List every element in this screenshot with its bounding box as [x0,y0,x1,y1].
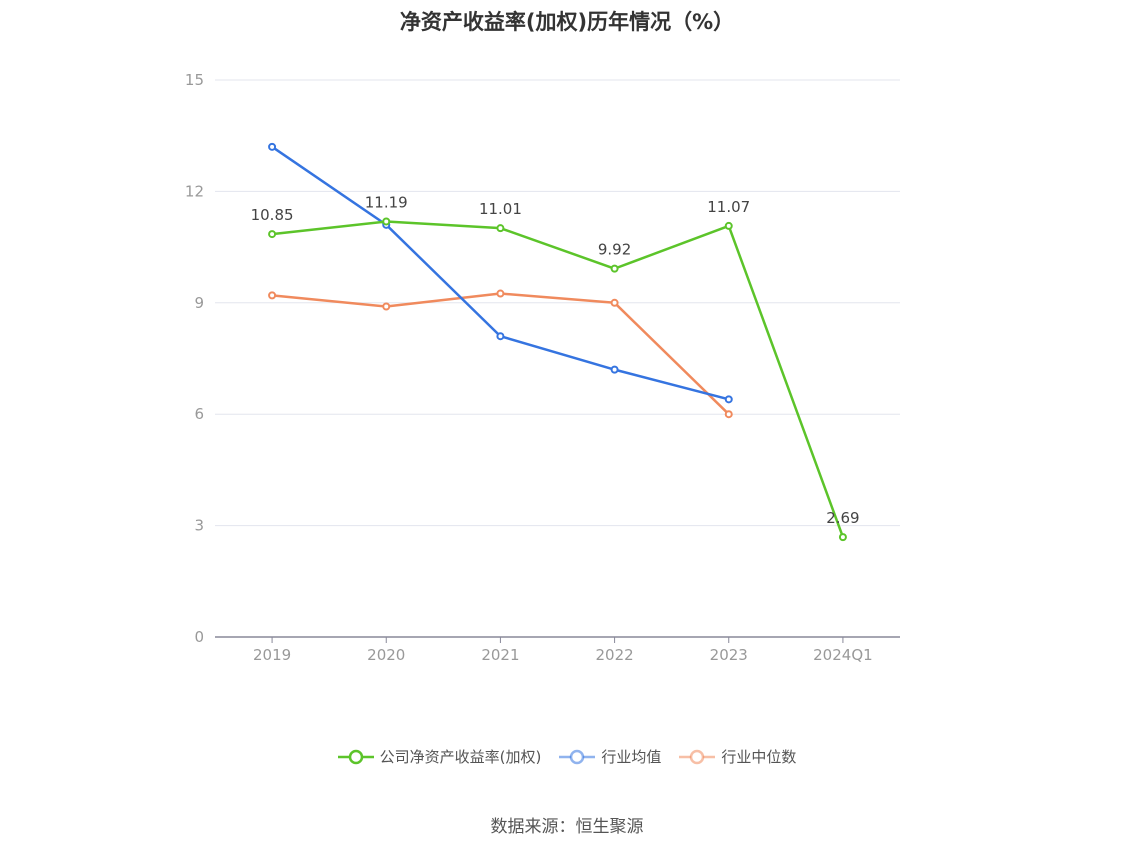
data-point [610,264,619,273]
legend-label: 行业均值 [601,748,662,766]
y-tick-label: 3 [194,517,204,535]
y-axis-ticks: 0 3 6 9 12 15 [185,71,204,646]
data-label: 11.19 [365,193,408,211]
y-tick-label: 6 [194,405,204,423]
data-label: 2.69 [826,509,859,527]
legend-item[interactable]: 行业中位数 [679,746,796,767]
data-point [724,410,733,419]
x-tick-label: 2021 [481,646,519,664]
y-tick-label: 15 [185,71,204,89]
x-tick-label: 2024Q1 [813,646,873,664]
legend-label: 行业中位数 [721,748,797,766]
data-point [382,302,391,311]
data-point [268,142,277,151]
series-line [271,145,730,401]
data-point [496,224,505,233]
data-point [268,291,277,300]
data-label: 11.07 [707,198,750,216]
data-label: 11.01 [479,200,522,218]
x-tick-label: 2022 [595,646,633,664]
legend-item[interactable]: 公司净资产收益率(加权) [337,746,542,767]
data-point [610,298,619,307]
data-point [496,332,505,341]
data-labels: 10.85 11.19 11.01 9.92 11.07 2.69 [251,193,860,527]
y-tick-label: 9 [194,294,204,312]
legend-swatch-icon [337,749,374,764]
series-lines [268,142,847,542]
legend-item[interactable]: 行业均值 [559,746,661,767]
data-label: 9.92 [598,241,631,259]
data-point [724,395,733,404]
legend: 公司净资产收益率(加权) 行业均值 行业中位数 [0,746,1134,767]
x-tick-label: 2020 [367,646,405,664]
data-point [268,230,277,239]
grid-lines [215,79,900,527]
data-point [382,217,391,226]
data-point [838,533,847,542]
source-note: 数据来源：恒生聚源 [490,817,644,837]
legend-label: 公司净资产收益率(加权) [379,748,542,766]
data-point [724,221,733,230]
x-tick-label: 2023 [710,646,748,664]
y-tick-label: 12 [185,182,204,200]
legend-swatch-icon [679,749,716,764]
series-line [271,220,845,538]
chart-title: 净资产收益率(加权)历年情况（%） [399,10,735,34]
data-point [496,289,505,298]
series-line [271,292,730,416]
y-tick-label: 0 [194,628,204,646]
x-axis: 2019 2020 2021 2022 2023 2024Q1 [215,636,900,664]
data-point [610,365,619,374]
data-label: 10.85 [251,206,294,224]
legend-swatch-icon [559,749,596,764]
x-tick-label: 2019 [253,646,291,664]
